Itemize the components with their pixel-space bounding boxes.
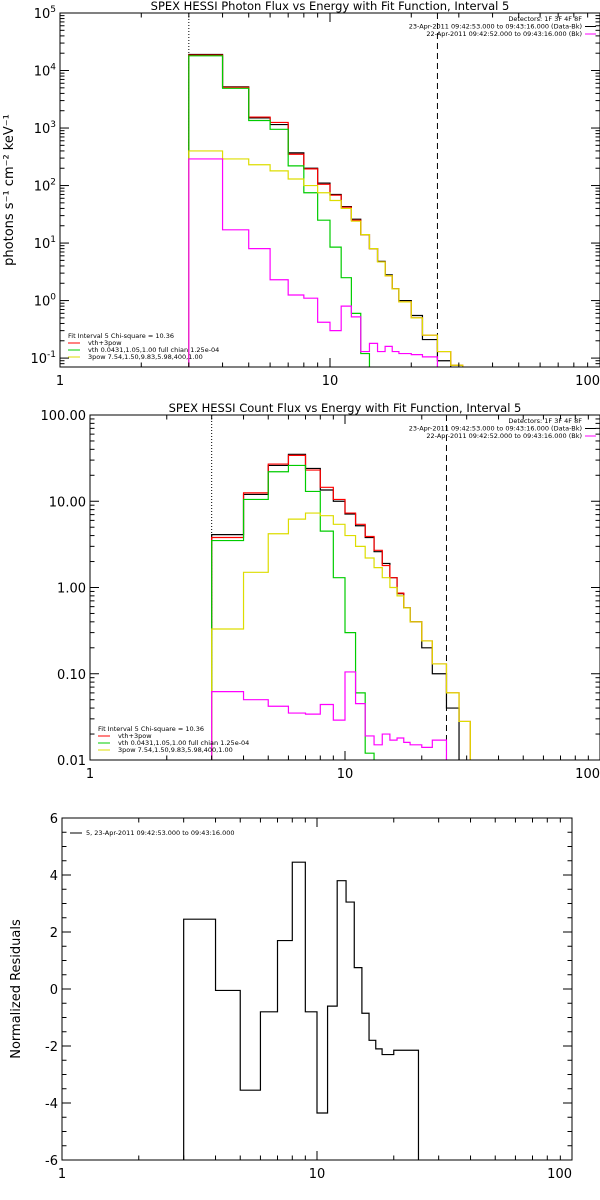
x-tick-label: 1 — [58, 1167, 66, 1182]
y-tick-label: 103 — [34, 120, 56, 137]
y-axis-label: photons s⁻¹ cm⁻² keV⁻¹ — [2, 114, 17, 266]
legend-top-right-text: 22-Apr-2011 09:42:52.000 to 09:43:16.000… — [426, 432, 582, 440]
y-tick-label: -4 — [45, 1097, 58, 1112]
y-tick-label: 0 — [50, 983, 58, 998]
series-vth-3pow — [188, 54, 464, 367]
legend-bottom-left-text: 3pow 7.54,1.50,9.83,5.98,400,1.00 — [88, 353, 203, 361]
legend-bottom-left-text: vth+3pow — [118, 732, 152, 740]
legend-top-right-text: 23-Apr-2011 09:42:53.000 to 09:43:16.000… — [409, 23, 582, 31]
x-tick-label: 1 — [86, 767, 94, 782]
series-vth — [188, 55, 371, 367]
y-tick-label: 100 — [34, 293, 57, 310]
x-tick-label: 100 — [575, 767, 600, 782]
y-tick-label: 105 — [34, 5, 56, 22]
legend-top-right-text: Detectors: 1F 3F 4F 8F — [508, 417, 582, 425]
y-tick-label: 101 — [34, 235, 56, 252]
legend-bottom-left-text: Fit Interval 5 Chi-square = 10.36 — [98, 725, 204, 733]
legend-text: 5, 23-Apr-2011 09:42:53.000 to 09:43:16.… — [86, 829, 235, 837]
y-tick-label: 4 — [50, 869, 58, 884]
panel-residuals: Normalized Residuals 1 10 100 -6 -4 -2 0 2 4 6 5, 2… — [9, 812, 573, 1182]
chart-title: SPEX HESSI Count Flux vs Energy with Fit… — [169, 401, 522, 415]
series-data-bk — [188, 53, 452, 367]
series-bk — [211, 671, 448, 760]
y-tick-label: 102 — [34, 178, 56, 195]
legend-bottom-left-text: vth+3pow — [88, 339, 122, 347]
y-tick-label: 0.10 — [57, 668, 86, 683]
series-residuals — [183, 861, 420, 1160]
y-tick-label: 2 — [50, 926, 58, 941]
x-tick-label: 10 — [322, 374, 339, 389]
legend-top-right-text: 22-Apr-2011 09:42:52.000 to 09:43:16.000… — [426, 30, 582, 38]
chart-title: SPEX HESSI Photon Flux vs Energy with Fi… — [151, 0, 510, 13]
y-tick-label: 0.01 — [57, 754, 86, 769]
panel-count: SPEX HESSI Count Flux vs Energy with Fit… — [41, 401, 600, 782]
x-tick-label: 100 — [547, 1167, 572, 1182]
x-tick-label: 10 — [309, 1167, 326, 1182]
series-group — [211, 453, 471, 760]
legend-bottom-left-text: Fit Interval 5 Chi-square = 10.36 — [68, 332, 174, 340]
y-tick-label: -6 — [45, 1154, 58, 1169]
series-group — [183, 861, 420, 1160]
x-tick-label: 100 — [575, 374, 600, 389]
series-vth — [211, 464, 375, 760]
y-tick-label: 1.00 — [57, 582, 86, 597]
series-3pow — [188, 150, 464, 367]
series-bk — [188, 158, 439, 367]
panel-photon: SPEX HESSI Photon Flux vs Energy with Fi… — [2, 0, 600, 389]
legend-bottom-left-text: vth 0.0431,1.05,1.00 full chian 1.25e-04 — [88, 346, 219, 354]
y-tick-label: 6 — [50, 812, 58, 827]
legend-bottom-left-text: vth 0.0431,1.05,1.00 full chian 1.25e-04 — [118, 739, 249, 747]
y-tick-label: 10-1 — [30, 350, 56, 367]
y-tick-label: 100.00 — [41, 409, 87, 424]
x-tick-label: 1 — [56, 374, 64, 389]
series-3pow — [211, 512, 471, 760]
y-axis-label: Normalized Residuals — [9, 919, 24, 1059]
y-tick-label: 104 — [34, 63, 57, 80]
series-data-bk — [211, 453, 460, 760]
y-tick-label: 10.00 — [49, 495, 86, 510]
legend-top-right-text: Detectors: 1F 3F 4F 8F — [508, 15, 582, 23]
x-tick-label: 10 — [337, 767, 354, 782]
legend-top-right-text: 23-Apr-2011 09:42:53.000 to 09:43:16.000… — [409, 425, 582, 433]
y-tick-label: -2 — [45, 1040, 58, 1055]
series-group — [188, 53, 464, 367]
legend-bottom-left-text: 3pow 7.54,1.50,9.83,5.98,400,1.00 — [118, 746, 233, 754]
